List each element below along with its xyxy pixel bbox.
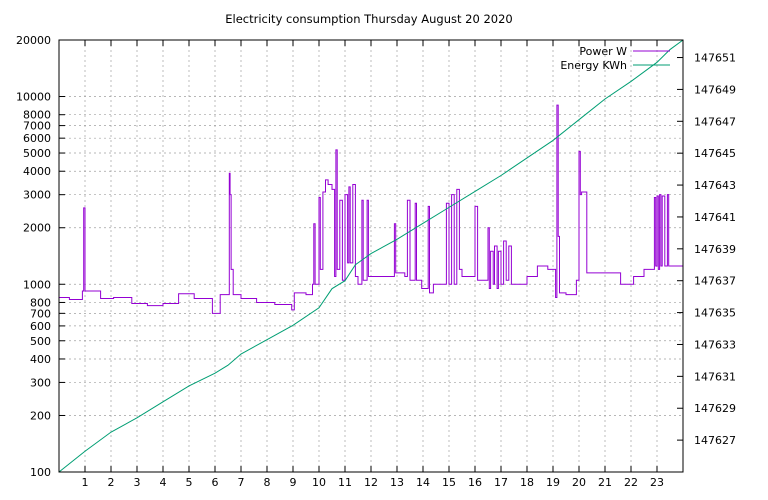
y-left-tick-label: 800 [30,296,51,309]
x-tick-label: 17 [494,476,508,489]
legend-label-energy: Energy KWh [560,59,627,72]
y-left-tick-label: 2000 [23,222,51,235]
y-left-tick-label: 300 [30,376,51,389]
x-tick-label: 15 [442,476,456,489]
y-left-tick-label: 5000 [23,147,51,160]
x-tick-label: 4 [160,476,167,489]
y-right-tick-label: 147641 [694,211,736,224]
legend-label-power: Power W [579,45,627,58]
y-left-tick-label: 3000 [23,189,51,202]
x-tick-label: 23 [650,476,664,489]
y-left-tick-label: 400 [30,353,51,366]
x-tick-label: 10 [312,476,326,489]
y-right-tick-label: 147647 [694,115,736,128]
y-left-tick-label: 8000 [23,109,51,122]
y-left-tick-label: 7000 [23,120,51,133]
y-right-tick-label: 147651 [694,52,736,65]
y-right-tick-label: 147629 [694,402,736,415]
x-tick-label: 20 [572,476,586,489]
chart-title: Electricity consumption Thursday August … [225,12,512,26]
x-tick-label: 21 [598,476,612,489]
y-right-tick-label: 147631 [694,370,736,383]
x-tick-label: 6 [212,476,219,489]
y-right-tick-label: 147633 [694,338,736,351]
x-tick-label: 19 [546,476,560,489]
y-left-tick-label: 20000 [16,34,51,47]
y-left-tick-label: 700 [30,307,51,320]
x-tick-label: 16 [468,476,482,489]
y-right-tick-label: 147637 [694,275,736,288]
y-right-tick-label: 147639 [694,243,736,256]
x-tick-label: 5 [186,476,193,489]
axis-layer: 1 2 3 4 5 6 7 8 9 10 11 12 13 14 15 16 17 18 19 20 21 22 23100… [16,34,736,489]
y-left-tick-label: 600 [30,320,51,333]
x-tick-label: 2 [108,476,115,489]
legend: Power W Energy KWh [560,45,670,72]
y-left-tick-label: 6000 [23,132,51,145]
y-right-tick-label: 147649 [694,83,736,96]
x-tick-label: 3 [134,476,141,489]
y-left-tick-label: 100 [30,466,51,479]
x-tick-label: 8 [264,476,271,489]
y-right-tick-label: 147635 [694,307,736,320]
series-power-line [59,104,684,314]
x-tick-label: 12 [364,476,378,489]
y-right-tick-label: 147645 [694,147,736,160]
x-tick-label: 22 [624,476,638,489]
y-left-tick-label: 200 [30,409,51,422]
series-energy-line [58,39,684,473]
y-left-tick-label: 10000 [16,91,51,104]
x-tick-label: 7 [238,476,245,489]
y-left-tick-label: 500 [30,335,51,348]
x-tick-label: 18 [520,476,534,489]
x-tick-label: 9 [290,476,297,489]
x-tick-label: 13 [390,476,404,489]
x-tick-label: 11 [338,476,352,489]
y-right-tick-label: 147627 [694,434,736,447]
y-right-tick-label: 147643 [694,179,736,192]
x-tick-label: 14 [416,476,430,489]
series-layer [58,39,684,473]
y-left-tick-label: 4000 [23,165,51,178]
x-tick-label: 1 [82,476,89,489]
y-left-tick-label: 1000 [23,278,51,291]
grid-layer [59,40,683,472]
